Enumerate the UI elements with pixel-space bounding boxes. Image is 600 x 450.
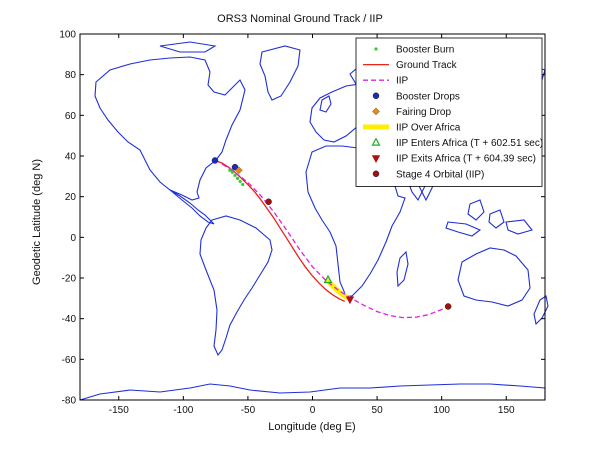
legend-label-iip-over-africa: IIP Over Africa [396, 123, 461, 134]
y-tick-label: -60 [62, 355, 77, 366]
fairing-drop-marker [235, 166, 243, 175]
legend: Booster Burn Ground Track IIP Booster Drops… [355, 37, 543, 187]
event-markers [211, 157, 452, 310]
booster-burn-point [230, 170, 235, 174]
x-axis-label: Longitude (deg E) [268, 421, 355, 433]
iip-exits-africa-t-604-39-sec-marker [345, 296, 355, 305]
y-tick-label: 100 [59, 30, 76, 41]
legend-swatch-fairing-drop [372, 107, 380, 116]
x-tick-label: -50 [241, 405, 256, 416]
iip-line [221, 163, 449, 319]
iip-enters-africa-t-602-51-sec-marker [323, 274, 333, 284]
y-tick-label: -20 [62, 274, 77, 285]
chart-title: ORS3 Nominal Ground Track / IIP [217, 13, 383, 25]
legend-box [355, 37, 543, 187]
y-tick-label: 20 [65, 192, 77, 203]
booster-drops-marker [231, 163, 239, 171]
legend-label-stage4-orbital: Stage 4 Orbital (IIP) [396, 169, 484, 180]
legend-label-iip-enters-africa: IIP Enters Africa (T + 602.51 sec) [396, 138, 543, 149]
booster-drops-marker [211, 157, 219, 164]
x-tick-label: 0 [310, 405, 316, 416]
x-tick-label: 150 [498, 405, 515, 416]
legend-label-booster-burn: Booster Burn [396, 45, 454, 56]
legend-label-booster-drops: Booster Drops [396, 91, 460, 102]
booster-burn-point [241, 182, 245, 187]
booster-burn-point [235, 176, 240, 180]
stage-4-orbital-iip-marker [444, 303, 452, 310]
booster-burn-point [238, 179, 242, 184]
x-tick-label: 100 [433, 405, 450, 416]
y-tick-label: 40 [65, 152, 77, 163]
x-axis-ticks: -150 -100 -50 0 50 100 150 [109, 34, 515, 416]
legend-swatch-iip-enters-africa [371, 137, 381, 146]
booster-burn-point [228, 168, 232, 172]
stage-4-orbital-iip-marker [265, 198, 272, 205]
y-tick-label: 80 [65, 70, 77, 81]
x-tick-label: 50 [372, 405, 384, 416]
x-tick-label: -150 [109, 405, 129, 416]
legend-swatch-booster-burn [374, 47, 378, 51]
booster-burn-point [233, 173, 237, 177]
legend-label-ground-track: Ground Track [396, 60, 458, 71]
legend-label-iip: IIP [396, 76, 409, 87]
legend-label-fairing-drop: Fairing Drop [396, 107, 451, 118]
y-tick-label: -40 [62, 314, 77, 325]
legend-swatch-stage4-orbital [372, 170, 380, 178]
iip-over-africa-line [325, 278, 353, 302]
legend-swatch-iip-exits-africa [371, 155, 381, 164]
legend-swatch-booster-drops [372, 92, 380, 100]
y-tick-label: 60 [65, 111, 77, 122]
y-tick-label: 0 [70, 233, 76, 244]
x-tick-label: -100 [173, 405, 193, 416]
y-tick-label: -80 [62, 396, 77, 407]
legend-label-iip-exits-africa: IIP Exits Africa (T + 604.39 sec) [396, 154, 536, 165]
y-axis-label: Geodetic Latitude (deg N) [31, 159, 43, 285]
